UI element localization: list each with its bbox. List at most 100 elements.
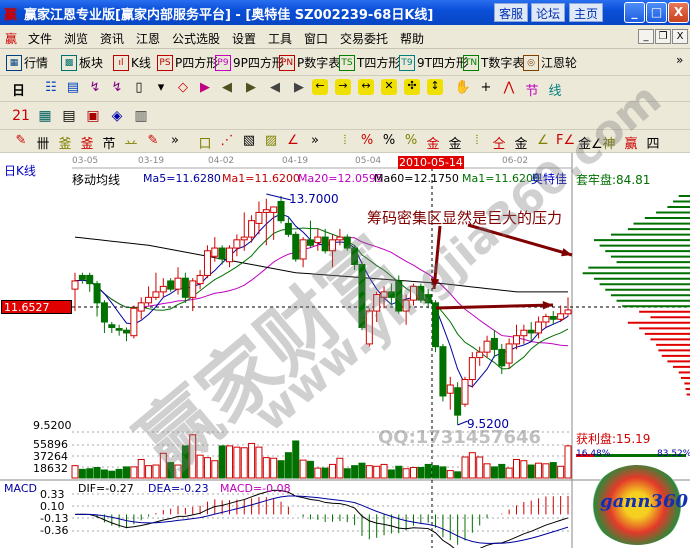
- volume-bar: [189, 434, 197, 479]
- drawing-tool-icon[interactable]: 金: [426, 137, 440, 152]
- toolbar-item-pn[interactable]: PN P数字表: [279, 54, 340, 71]
- mdi-restore-button[interactable]: ❐: [655, 29, 671, 44]
- drawing-tool-icon[interactable]: 金∠: [578, 137, 603, 152]
- drawing-tool-icon[interactable]: ✎: [15, 133, 27, 148]
- drawing-tool-icon[interactable]: ∠: [537, 133, 549, 148]
- menu-news[interactable]: 资讯: [100, 32, 125, 46]
- drawing-tool-icon[interactable]: %: [360, 133, 374, 148]
- drawing-tool-icon[interactable]: F∠: [556, 133, 576, 148]
- chart-tool-icon[interactable]: ↯: [89, 80, 101, 95]
- drawing-tool-icon[interactable]: 口: [198, 137, 212, 152]
- zoom-diamond-icon[interactable]: ✣: [404, 79, 420, 95]
- toolbar-item-table[interactable]: ▦ 行情: [6, 54, 48, 71]
- notes-icon[interactable]: ▤: [62, 108, 76, 124]
- homepage-button[interactable]: 主页: [569, 3, 604, 22]
- drawing-tool-icon[interactable]: 卌: [36, 137, 50, 152]
- drawing-tool-icon[interactable]: ▧: [242, 133, 256, 148]
- drawing-tool-icon[interactable]: »: [311, 133, 319, 148]
- menu-file[interactable]: 文件: [28, 32, 53, 46]
- save-icon[interactable]: ▣: [86, 108, 100, 124]
- mdi-close-button[interactable]: X: [672, 29, 688, 44]
- drawing-tool-icon[interactable]: %: [404, 133, 418, 148]
- drawing-tool-icon[interactable]: 四: [646, 137, 660, 152]
- calendar-icon[interactable]: 21: [12, 108, 30, 124]
- mdi-minimize-button[interactable]: _: [638, 29, 654, 44]
- macd-label[interactable]: MACD: [4, 482, 37, 495]
- t9-icon: T9: [399, 54, 415, 71]
- printer-icon[interactable]: ▥: [134, 108, 148, 124]
- minimize-button[interactable]: _: [624, 2, 645, 23]
- toolbar-item-wheel[interactable]: ◎ 江恩轮: [523, 54, 577, 71]
- volume-bar: [306, 460, 314, 479]
- candle-body: [218, 247, 226, 260]
- drawing-tool-icon[interactable]: ⦙: [343, 133, 347, 148]
- menu-gann[interactable]: 江恩: [136, 32, 161, 46]
- drawing-tool-icon[interactable]: 金: [448, 137, 462, 152]
- chart-tool-icon[interactable]: ↯: [111, 80, 123, 95]
- toolbar-item-label: 9P四方形: [233, 56, 284, 70]
- zoom-diamond-icon[interactable]: ↔: [358, 79, 374, 95]
- drawing-tool-icon[interactable]: 芇: [102, 137, 116, 152]
- kline-chart-area[interactable]: 日K线 03-05 03-19 04-02 04-19 05-04 2010-05-14 0…: [0, 73, 690, 548]
- drawing-tool-icon[interactable]: ∠: [287, 133, 299, 148]
- chart-tool-icon[interactable]: ◇: [178, 80, 188, 95]
- drawing-tool-icon[interactable]: 仝: [492, 137, 506, 152]
- chart-canvas[interactable]: [0, 153, 690, 548]
- zoom-diamond-icon[interactable]: ←: [312, 79, 328, 95]
- drawing-tool-icon[interactable]: »: [171, 133, 179, 148]
- first-bar-icon[interactable]: ◀: [222, 80, 232, 95]
- chart-tool-icon[interactable]: ▶: [200, 80, 210, 95]
- chip-icon[interactable]: 线: [548, 84, 562, 99]
- period-selector[interactable]: 日: [12, 84, 26, 99]
- menu-settings[interactable]: 设置: [232, 32, 257, 46]
- section-icon[interactable]: 节: [525, 84, 539, 99]
- menu-trade[interactable]: 交易委托: [340, 32, 389, 46]
- scroll-left-icon[interactable]: ◀: [270, 80, 280, 95]
- menu-formula[interactable]: 公式选股: [172, 32, 221, 46]
- drawing-tool-icon[interactable]: ✎: [147, 133, 159, 148]
- menu-tools[interactable]: 工具: [268, 32, 293, 46]
- menu-browse[interactable]: 浏览: [64, 32, 89, 46]
- calculator-icon[interactable]: ▦: [38, 108, 52, 124]
- chart-tool-icon[interactable]: ☷: [45, 80, 57, 95]
- chart-tool-icon[interactable]: ▾: [157, 80, 165, 95]
- menu-window[interactable]: 窗口: [304, 32, 329, 46]
- toolbar-item-label: T数字表: [481, 56, 525, 70]
- menu-help[interactable]: 帮助: [400, 32, 425, 46]
- drawing-tool-icon[interactable]: 釜: [58, 137, 72, 152]
- forum-button[interactable]: 论坛: [531, 3, 566, 22]
- toolbar-more-button[interactable]: »: [676, 53, 684, 67]
- close-button[interactable]: X: [668, 2, 689, 23]
- drawing-tool-icon[interactable]: %: [382, 133, 396, 148]
- hand-tool-icon[interactable]: ✋: [454, 80, 472, 95]
- drawing-tool-icon[interactable]: 釜: [80, 137, 94, 152]
- maximize-button[interactable]: □: [646, 2, 667, 23]
- toolbar-item-p9[interactable]: P9 9P四方形: [215, 54, 284, 71]
- chart-tool-icon[interactable]: ▯: [135, 80, 143, 95]
- chart-tool-icon[interactable]: ▤: [66, 80, 80, 95]
- drawing-tool-icon[interactable]: 赢: [624, 137, 638, 152]
- zoom-diamond-icon[interactable]: ✕: [381, 79, 397, 95]
- toolbar-item-kline[interactable]: ıl K线: [113, 54, 151, 71]
- toolbar-item-tn[interactable]: TN T数字表: [463, 54, 524, 71]
- crosshair-icon[interactable]: +: [480, 80, 492, 95]
- toolbar-item-t9[interactable]: T9 9T四方形: [399, 54, 468, 71]
- drawing-tool-icon[interactable]: 䒑: [124, 137, 138, 152]
- volume-bar: [343, 468, 351, 479]
- toolbar-item-ts[interactable]: TS T四方形: [339, 54, 400, 71]
- toolbar-item-blocks[interactable]: ▩ 板块: [61, 54, 103, 71]
- drawing-tool-icon[interactable]: ▨: [264, 133, 278, 148]
- line-tool-icon[interactable]: ⋀: [503, 80, 515, 95]
- drawing-tool-icon[interactable]: 金: [514, 137, 528, 152]
- zoom-diamond-icon[interactable]: →: [335, 79, 351, 95]
- drawing-tool-icon[interactable]: ⦙: [475, 133, 479, 148]
- zoom-diamond-icon[interactable]: ↕: [427, 79, 443, 95]
- toolbar-item-ps[interactable]: PS P四方形: [157, 54, 218, 71]
- scroll-right-icon[interactable]: ▶: [294, 80, 304, 95]
- drawing-tool-icon[interactable]: 神: [602, 137, 616, 152]
- drawing-tool-icon[interactable]: ⋰: [220, 133, 234, 148]
- customer-service-button[interactable]: 客服: [494, 3, 529, 22]
- network-icon[interactable]: ◈: [111, 108, 123, 124]
- last-bar-icon[interactable]: ▶: [246, 80, 256, 95]
- indicator-name[interactable]: 移动均线: [72, 173, 121, 187]
